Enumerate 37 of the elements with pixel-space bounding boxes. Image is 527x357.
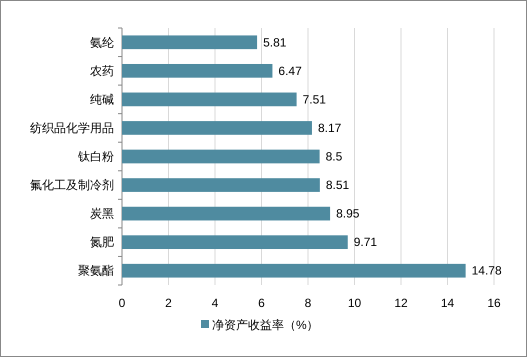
x-tick-label: 10 (348, 296, 362, 310)
data-label: 6.47 (278, 64, 302, 78)
y-tick-label: 农药 (90, 64, 114, 78)
data-label: 8.5 (326, 150, 343, 164)
data-label: 9.71 (354, 235, 378, 250)
x-tick-label: 8 (304, 296, 312, 310)
x-tick-label: 0 (118, 296, 126, 310)
y-tick-label: 氮肥 (90, 235, 114, 250)
bar (122, 92, 297, 106)
y-tick-label: 纯碱 (90, 92, 114, 106)
bar (122, 264, 466, 278)
bar (122, 235, 348, 250)
data-label: 8.17 (318, 120, 342, 135)
y-tick-label: 钛白粉 (77, 150, 114, 164)
x-tick-label: 2 (165, 296, 172, 310)
data-label: 8.51 (326, 178, 350, 192)
bar (122, 121, 312, 135)
x-tick-label: 4 (212, 296, 219, 310)
x-tick-label: 16 (487, 296, 501, 310)
y-tick-label: 纺织品化学用品 (30, 120, 114, 135)
y-tick-label: 氨纶 (90, 35, 114, 50)
x-tick-label: 14 (440, 296, 454, 310)
x-tick-label: 6 (258, 296, 266, 310)
y-tick-label: 聚氨酯 (78, 264, 114, 278)
data-label: 5.81 (263, 35, 287, 50)
x-tick-label: 12 (394, 296, 408, 310)
bar (122, 178, 320, 192)
data-label: 7.51 (302, 92, 326, 106)
y-tick-label: 氟化工及制冷剂 (30, 178, 114, 192)
bar (122, 64, 272, 78)
y-tick-label: 炭黑 (90, 206, 114, 221)
data-label: 14.78 (472, 264, 502, 278)
bar (122, 206, 330, 220)
bar (122, 150, 320, 164)
data-label: 8.95 (336, 206, 360, 221)
bar (122, 35, 258, 50)
legend-label: 净资产收益率（%） (212, 318, 319, 332)
